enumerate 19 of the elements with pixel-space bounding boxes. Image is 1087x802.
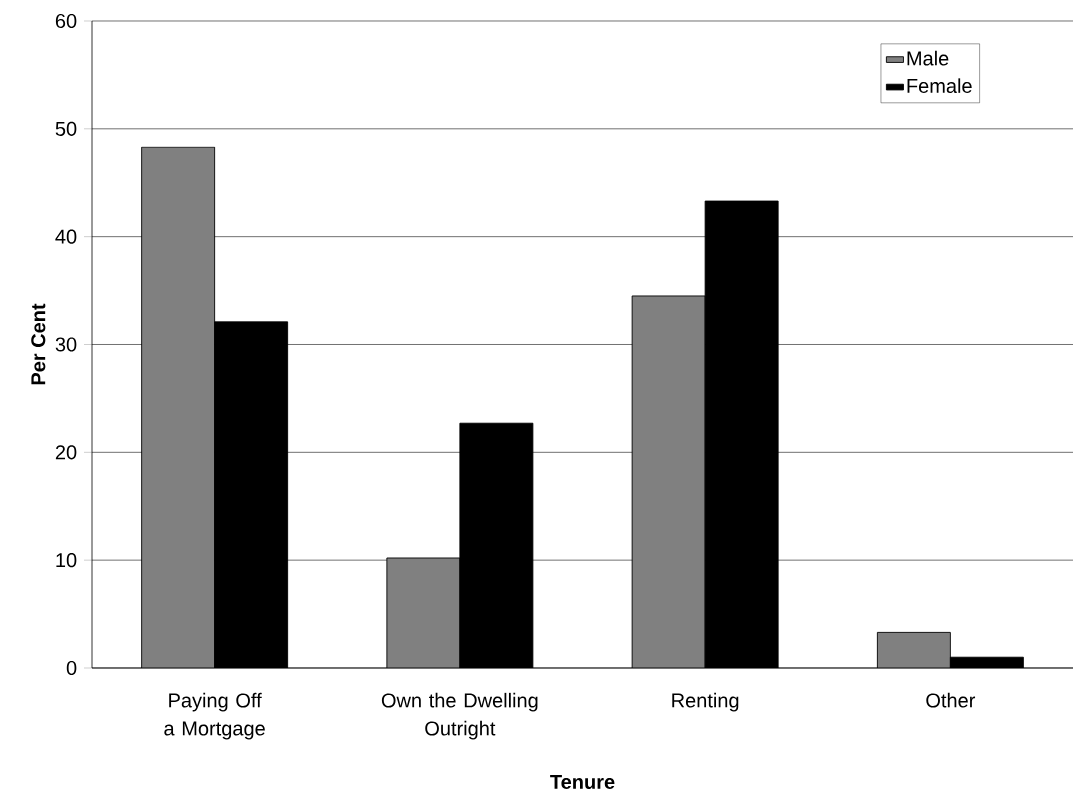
bar xyxy=(386,558,460,668)
bar xyxy=(632,295,706,668)
x-tick-label: Renting xyxy=(672,692,739,712)
bar xyxy=(876,631,951,668)
y-tick-label: 10 xyxy=(56,553,77,568)
legend-label: Female xyxy=(907,78,972,94)
y-tick-label: 20 xyxy=(55,445,77,460)
y-tick-label: 60 xyxy=(55,13,77,29)
x-tick-label: Paying Off a Mortgage xyxy=(164,692,265,740)
y-tick-label: 0 xyxy=(66,660,77,676)
x-axis-title: Tenure xyxy=(550,775,615,789)
x-tick-label: Own the Dwelling Outright xyxy=(381,692,538,740)
y-tick-label: 40 xyxy=(55,229,77,244)
legend-label: Male xyxy=(907,50,949,66)
x-tick-label: Other xyxy=(926,692,976,708)
y-axis-title: Per Cent xyxy=(31,303,46,385)
y-tick-label: 50 xyxy=(55,121,77,136)
y-tick-label: 30 xyxy=(55,337,77,352)
bar xyxy=(141,147,215,668)
